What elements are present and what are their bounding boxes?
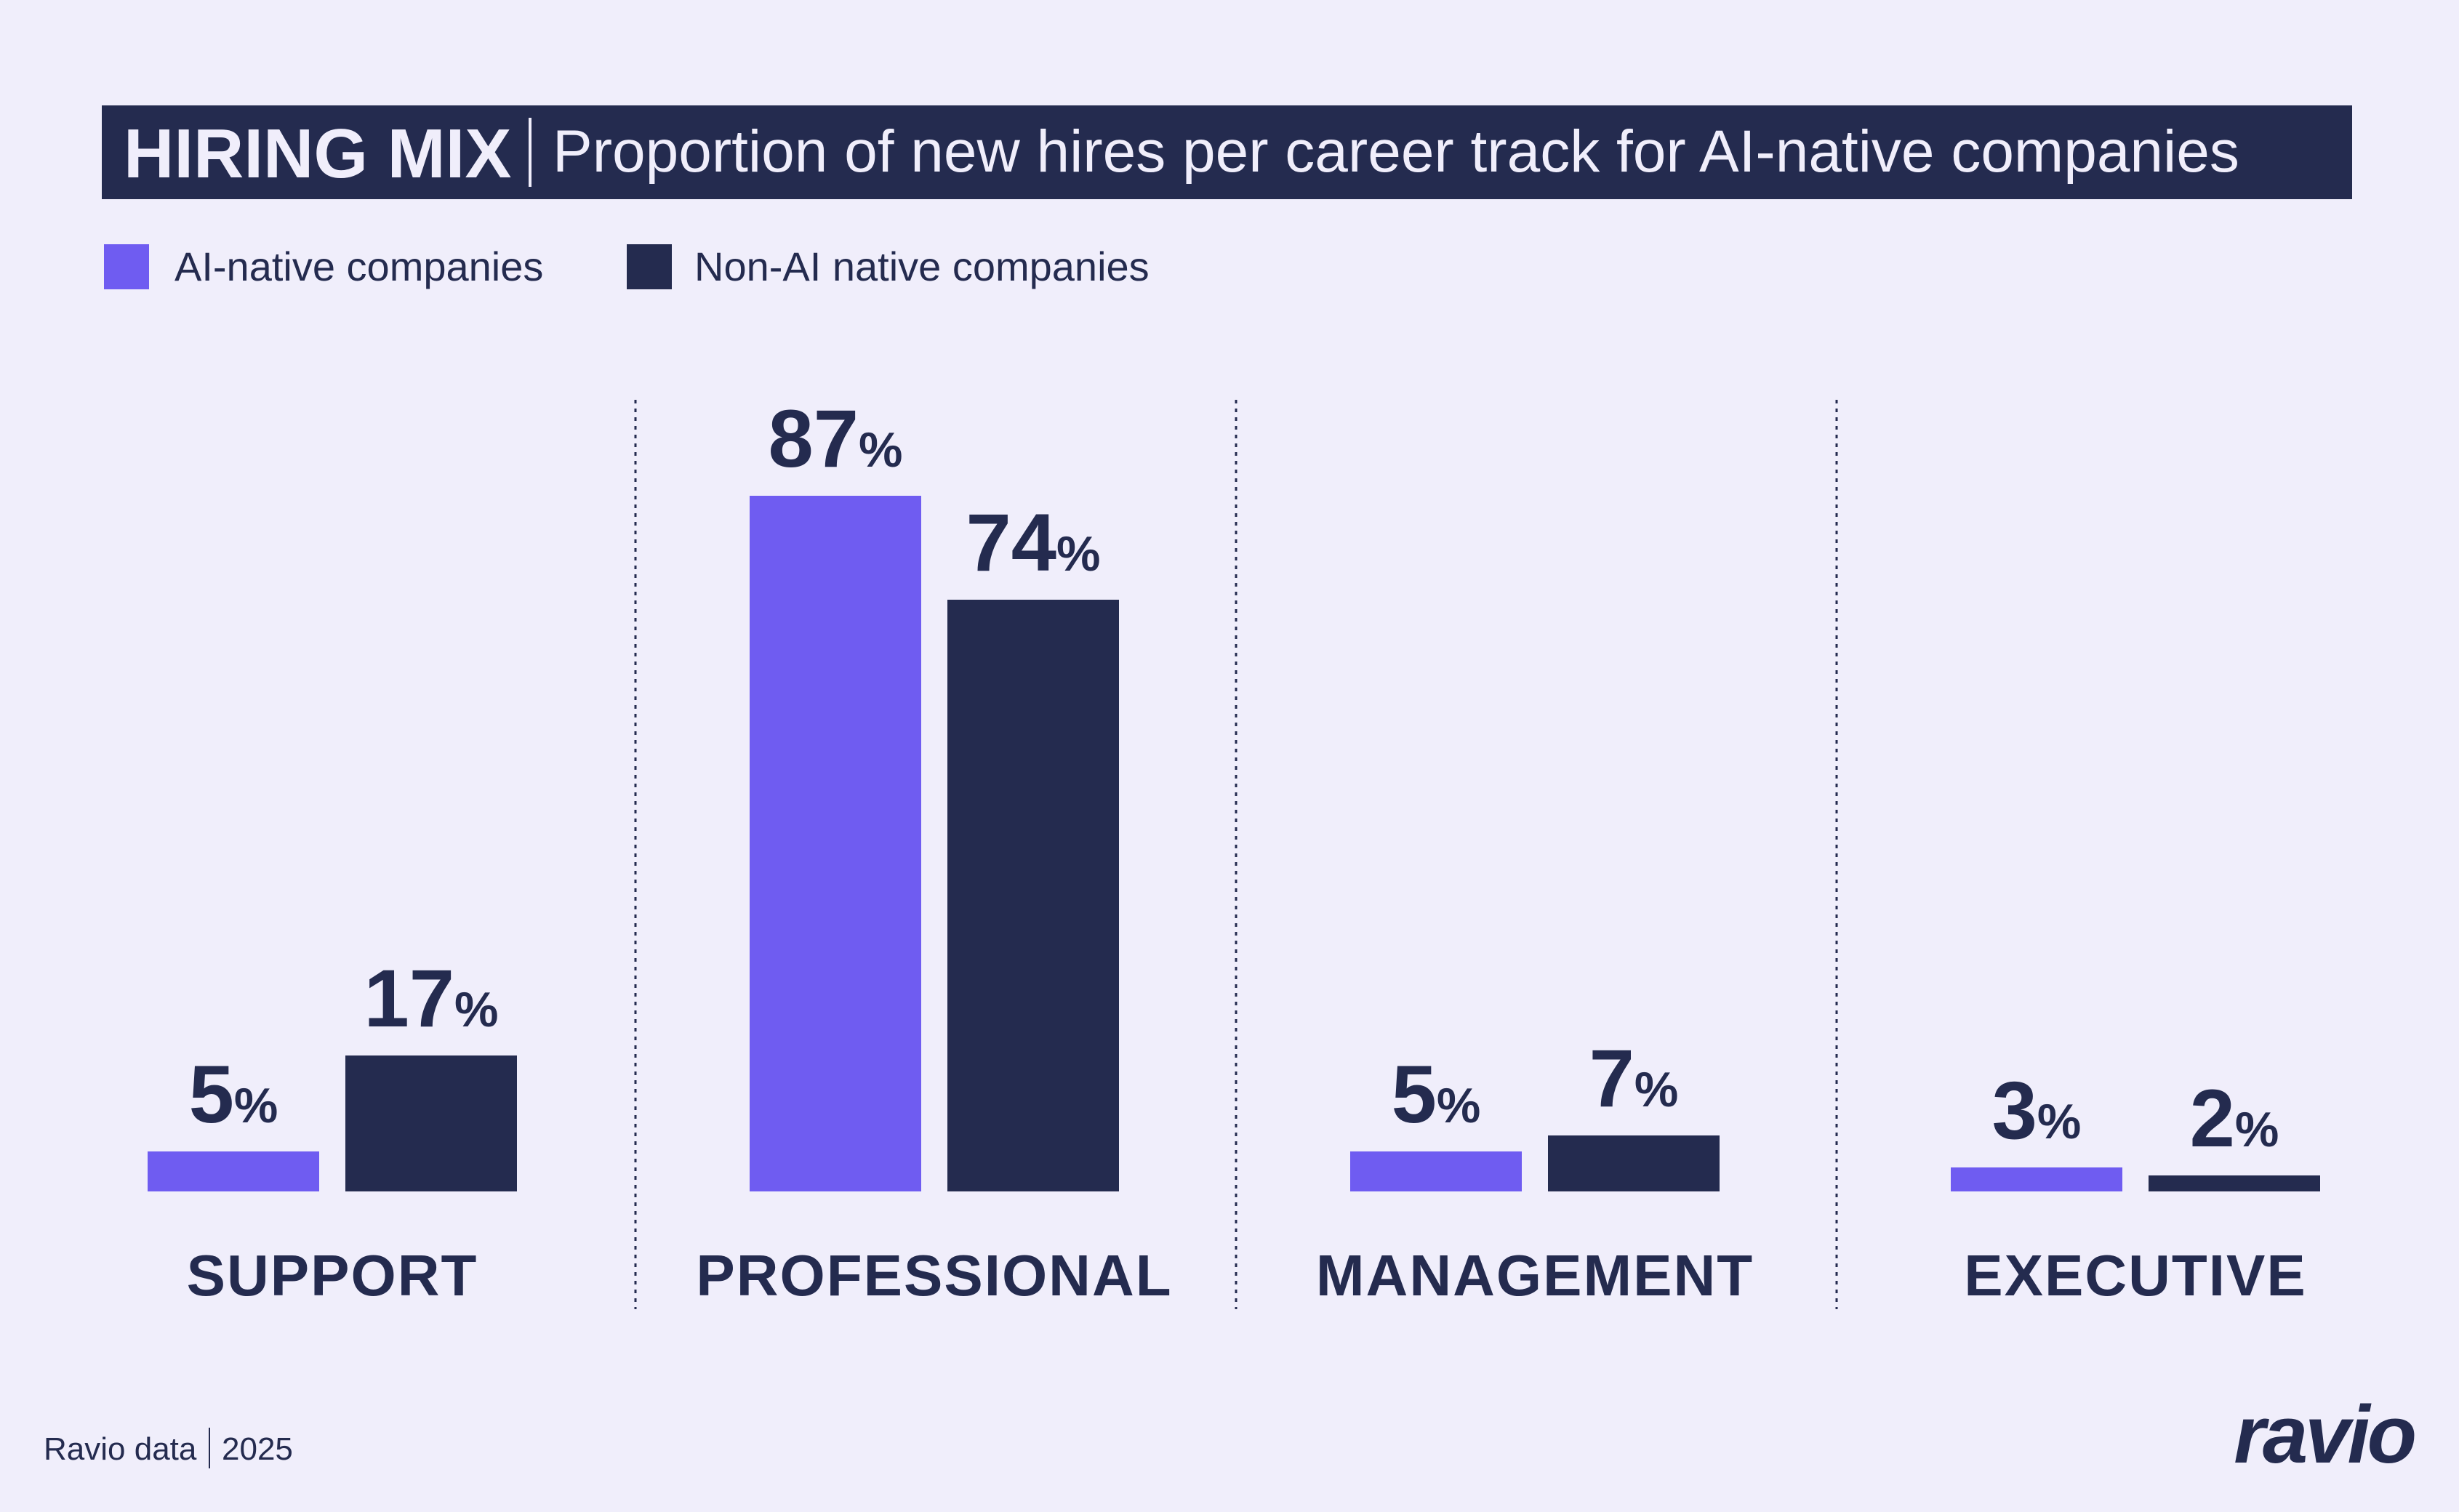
- value-number: 2: [2190, 1073, 2235, 1164]
- value-number: 17: [364, 953, 454, 1044]
- value-label: 5%: [1392, 1049, 1481, 1140]
- bar-professional-ai-native: [750, 496, 921, 1191]
- value-number: 3: [1992, 1065, 2037, 1156]
- value-unit: %: [2235, 1102, 2279, 1157]
- legend-swatch-ai-native: [104, 244, 149, 289]
- value-label: 74%: [966, 497, 1100, 588]
- title-bold: HIRING MIX: [124, 115, 511, 193]
- bar-management-non-ai: [1548, 1135, 1720, 1191]
- value-unit: %: [234, 1078, 278, 1133]
- bar-professional-non-ai: [947, 600, 1119, 1191]
- category-label: PROFESSIONAL: [696, 1243, 1172, 1308]
- footer-source: Ravio data: [44, 1431, 197, 1467]
- legend-swatch-non-ai: [627, 244, 672, 289]
- ravio-logo: ravio: [2234, 1389, 2414, 1480]
- category-label: MANAGEMENT: [1316, 1243, 1754, 1308]
- value-label: 2%: [2190, 1073, 2279, 1164]
- title-bar: [102, 105, 2352, 199]
- category-label: SUPPORT: [187, 1243, 478, 1308]
- footer-year: 2025: [222, 1431, 293, 1467]
- value-number: 7: [1589, 1033, 1634, 1124]
- value-unit: %: [1634, 1062, 1678, 1117]
- value-unit: %: [1056, 526, 1100, 582]
- legend-label-ai-native: AI-native companies: [175, 244, 543, 289]
- value-number: 5: [1392, 1049, 1437, 1140]
- value-label: 87%: [768, 393, 902, 484]
- value-unit: %: [454, 982, 498, 1037]
- bar-support-non-ai: [345, 1055, 517, 1191]
- value-label: 3%: [1992, 1065, 2082, 1156]
- value-label: 17%: [364, 953, 498, 1044]
- value-unit: %: [859, 422, 902, 478]
- value-label: 7%: [1589, 1033, 1679, 1124]
- value-number: 5: [189, 1049, 234, 1140]
- value-number: 74: [966, 497, 1056, 588]
- bar-management-ai-native: [1350, 1151, 1522, 1191]
- bar-support-ai-native: [148, 1151, 319, 1191]
- value-label: 5%: [189, 1049, 278, 1140]
- value-unit: %: [2037, 1094, 2081, 1149]
- footer-separator: [209, 1428, 210, 1468]
- title-separator: [529, 118, 531, 187]
- title-subtitle: Proportion of new hires per career track…: [553, 118, 2239, 185]
- bar-executive-non-ai: [2149, 1175, 2320, 1191]
- category-label: EXECUTIVE: [1964, 1243, 2306, 1308]
- bar-executive-ai-native: [1951, 1167, 2122, 1191]
- legend-label-non-ai: Non-AI native companies: [694, 244, 1150, 289]
- value-unit: %: [1437, 1078, 1480, 1133]
- value-number: 87: [768, 393, 859, 484]
